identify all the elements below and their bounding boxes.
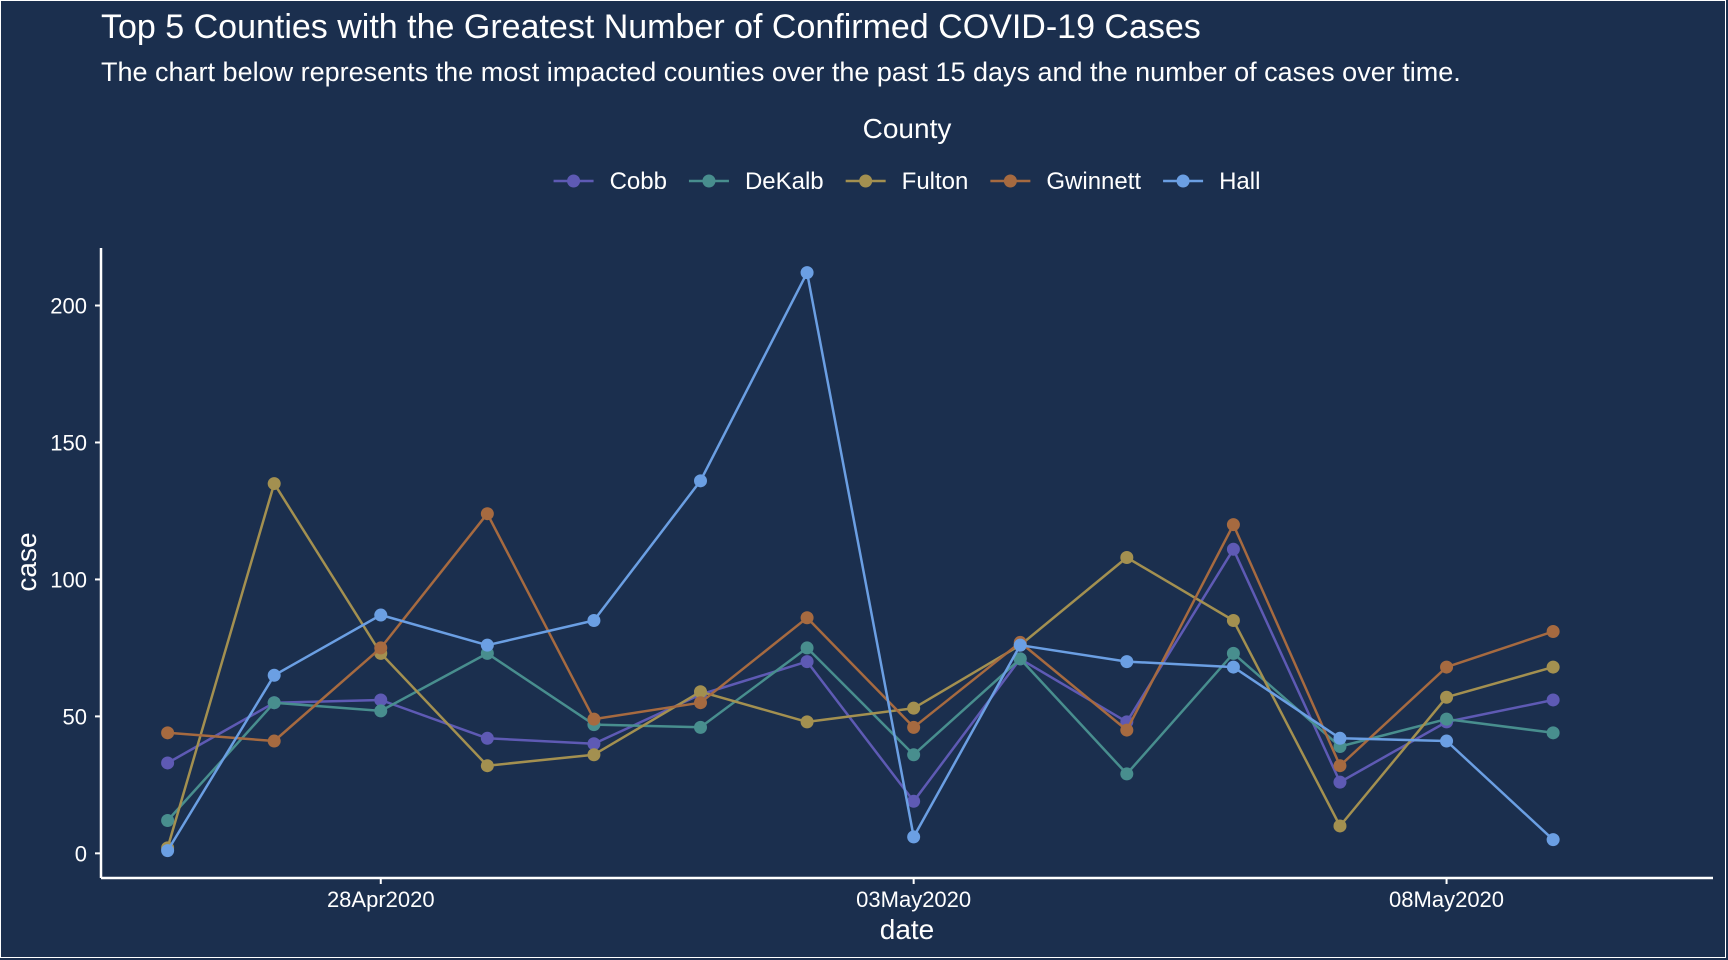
data-point-fulton [1333, 819, 1347, 833]
legend-label-cobb: Cobb [610, 168, 667, 195]
legend-label-hall: Hall [1219, 168, 1260, 195]
x-tick-label: 28Apr2020 [327, 887, 435, 912]
y-tick-label: 50 [63, 704, 87, 729]
data-point-hall [1226, 660, 1240, 674]
data-point-cobb [907, 794, 921, 808]
data-point-gwinnett [587, 712, 601, 726]
data-point-fulton [587, 748, 601, 762]
data-point-dekalb [1226, 646, 1240, 660]
data-point-gwinnett [1226, 518, 1240, 532]
legend-label-fulton: Fulton [902, 168, 969, 195]
data-point-fulton [1120, 551, 1134, 565]
data-point-fulton [1546, 660, 1560, 674]
data-point-cobb [480, 731, 494, 745]
x-tick-label: 08May2020 [1389, 887, 1504, 912]
data-point-dekalb [800, 641, 814, 655]
data-point-dekalb [374, 704, 388, 718]
data-point-gwinnett [800, 611, 814, 625]
legend-label-dekalb: DeKalb [745, 168, 824, 195]
data-point-dekalb [1440, 712, 1454, 726]
legend-title: County [863, 113, 952, 144]
series-cobb [161, 542, 1560, 808]
data-point-hall [267, 668, 281, 682]
data-point-fulton [267, 477, 281, 491]
legend-item-hall: Hall [1163, 168, 1260, 195]
data-point-hall [1440, 734, 1454, 748]
series-line-dekalb [166, 646, 1554, 822]
data-point-gwinnett [1120, 723, 1134, 737]
legend-key-point [702, 174, 716, 188]
data-point-gwinnett [694, 696, 708, 710]
data-point-cobb [587, 737, 601, 751]
data-point-gwinnett [161, 726, 175, 740]
legend-item-dekalb: DeKalb [688, 168, 824, 195]
y-tick-label: 100 [50, 567, 87, 592]
legend-label-gwinnett: Gwinnett [1046, 168, 1141, 195]
data-point-cobb [1333, 775, 1347, 789]
series-hall [161, 266, 1560, 858]
x-tick-label: 03May2020 [856, 887, 971, 912]
plot-area: 0 50 100 150 200 28Apr2020 03May2020 08May2020 [50, 248, 1713, 912]
data-point-hall [1546, 833, 1560, 847]
legend-key-point [567, 174, 581, 188]
data-point-fulton [907, 701, 921, 715]
data-point-fulton [1440, 690, 1454, 704]
data-point-gwinnett [267, 734, 281, 748]
data-point-hall [587, 614, 601, 628]
series-dekalb [161, 641, 1560, 827]
data-point-cobb [1546, 693, 1560, 707]
data-point-hall [1013, 638, 1027, 652]
legend-key-point [1003, 174, 1017, 188]
y-axis-label: case [11, 532, 42, 591]
data-point-hall [694, 474, 708, 488]
x-axis-label: date [880, 914, 935, 945]
y-tick-label: 200 [50, 294, 87, 319]
data-point-gwinnett [907, 720, 921, 734]
y-tick-label: 150 [50, 430, 87, 455]
data-point-fulton [800, 715, 814, 729]
chart-title: Top 5 Counties with the Greatest Number … [101, 8, 1201, 46]
data-point-hall [800, 266, 814, 280]
data-point-fulton [1226, 614, 1240, 628]
legend-key-point [859, 174, 873, 188]
data-point-dekalb [694, 720, 708, 734]
series-fulton [161, 477, 1560, 855]
chart-subtitle: The chart below represents the most impa… [101, 57, 1461, 87]
data-point-fulton [694, 685, 708, 699]
data-point-hall [480, 638, 494, 652]
data-point-dekalb [161, 813, 175, 827]
data-point-gwinnett [1546, 624, 1560, 638]
y-tick-label: 0 [75, 841, 87, 866]
legend: Cobb DeKalb Fulton Gwinnett Hall [553, 168, 1260, 195]
data-point-cobb [374, 693, 388, 707]
data-point-dekalb [907, 748, 921, 762]
data-point-cobb [161, 756, 175, 770]
data-point-cobb [1226, 542, 1240, 556]
data-point-hall [374, 608, 388, 622]
legend-item-cobb: Cobb [553, 168, 667, 195]
data-point-hall [161, 844, 175, 858]
data-point-hall [1333, 731, 1347, 745]
data-point-hall [907, 830, 921, 844]
data-point-dekalb [267, 696, 281, 710]
legend-item-gwinnett: Gwinnett [990, 168, 1141, 195]
data-point-cobb [800, 655, 814, 669]
data-point-dekalb [1546, 726, 1560, 740]
data-point-gwinnett [1440, 660, 1454, 674]
legend-item-fulton: Fulton [845, 168, 969, 195]
data-point-fulton [480, 759, 494, 773]
data-point-gwinnett [480, 507, 494, 521]
series-line-hall [166, 271, 1554, 852]
data-point-dekalb [1120, 767, 1134, 781]
series-line-cobb [166, 548, 1554, 803]
data-point-gwinnett [1333, 759, 1347, 773]
data-point-dekalb [1013, 652, 1027, 666]
data-point-hall [1120, 655, 1134, 669]
legend-key-point [1176, 174, 1190, 188]
data-point-gwinnett [374, 641, 388, 655]
series-line-fulton [166, 482, 1554, 849]
